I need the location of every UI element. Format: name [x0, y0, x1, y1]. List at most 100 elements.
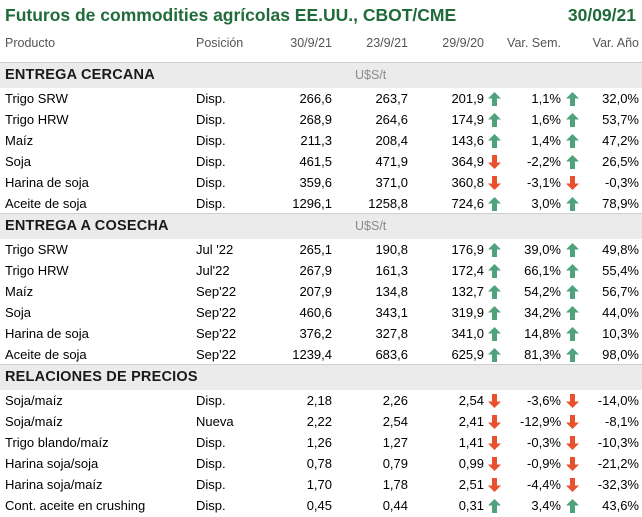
price-29-9-20: 0,99: [458, 456, 484, 471]
var-sem-value: 1,4%: [531, 133, 561, 148]
var-sem-value: 39,0%: [524, 242, 561, 257]
position: Disp.: [196, 133, 226, 148]
header-var-ano: Var. Año: [592, 36, 639, 50]
var-ano-value: -32,3%: [597, 477, 639, 492]
price-23-9-21: 208,4: [375, 133, 408, 148]
var-sem-value: 1,6%: [531, 112, 561, 127]
price-30-9-21: 0,45: [306, 498, 332, 513]
section-title: ENTREGA A COSECHA: [5, 218, 169, 234]
price-23-9-21: 683,6: [375, 347, 408, 362]
price-30-9-21: 376,2: [299, 326, 332, 341]
arrow-up-icon: [566, 113, 579, 127]
var-sem-value: 34,2%: [524, 305, 561, 320]
var-sem-value: 81,3%: [524, 347, 561, 362]
arrow-up-icon: [566, 134, 579, 148]
price-23-9-21: 264,6: [375, 112, 408, 127]
var-sem-value: 1,1%: [531, 91, 561, 106]
position: Disp.: [196, 393, 226, 408]
position: Sep'22: [196, 347, 237, 362]
product-name: Trigo HRW: [5, 112, 69, 127]
price-29-9-20: 625,9: [451, 347, 484, 362]
var-ano-value: 78,9%: [602, 196, 639, 211]
arrow-up-icon: [488, 264, 501, 278]
price-23-9-21: 471,9: [375, 154, 408, 169]
product-name: Harina soja/soja: [5, 456, 99, 471]
price-23-9-21: 0,79: [382, 456, 408, 471]
price-29-9-20: 143,6: [451, 133, 484, 148]
arrow-up-icon: [566, 327, 579, 341]
price-23-9-21: 1,27: [382, 435, 408, 450]
price-29-9-20: 201,9: [451, 91, 484, 106]
arrow-up-icon: [488, 113, 501, 127]
table-row: Trigo HRW Disp. 268,9 264,6 174,9 1,6% 53,7%: [0, 110, 642, 131]
arrow-down-icon: [488, 436, 501, 450]
price-30-9-21: 1239,4: [292, 347, 332, 362]
arrow-up-icon: [488, 348, 501, 362]
section-unit: U$S/t: [355, 68, 387, 82]
price-30-9-21: 265,1: [299, 242, 332, 257]
table-row: Maíz Disp. 211,3 208,4 143,6 1,4% 47,2%: [0, 131, 642, 152]
product-name: Soja: [5, 305, 32, 320]
arrow-down-icon: [566, 394, 579, 408]
price-29-9-20: 172,4: [451, 263, 484, 278]
arrow-up-icon: [566, 285, 579, 299]
arrow-down-icon: [488, 415, 501, 429]
header-posicion: Posición: [196, 36, 244, 50]
price-29-9-20: 364,9: [451, 154, 484, 169]
product-name: Trigo SRW: [5, 91, 68, 106]
price-30-9-21: 461,5: [299, 154, 332, 169]
table-row: Soja Disp. 461,5 471,9 364,9 -2,2% 26,5%: [0, 152, 642, 173]
price-30-9-21: 211,3: [300, 133, 332, 148]
arrow-up-icon: [566, 306, 579, 320]
arrow-up-icon: [566, 243, 579, 257]
product-name: Trigo SRW: [5, 242, 68, 257]
var-sem-value: 66,1%: [524, 263, 561, 278]
price-23-9-21: 343,1: [375, 305, 408, 320]
price-30-9-21: 2,22: [306, 414, 332, 429]
arrow-up-icon: [566, 499, 579, 513]
price-29-9-20: 2,51: [458, 477, 484, 492]
arrow-up-icon: [566, 348, 579, 362]
position: Sep'22: [196, 326, 237, 341]
var-sem-value: 3,0%: [531, 196, 561, 211]
table-row: Soja Sep'22 460,6 343,1 319,9 34,2% 44,0%: [0, 303, 642, 324]
arrow-down-icon: [566, 478, 579, 492]
position: Disp.: [196, 196, 226, 211]
price-30-9-21: 267,9: [299, 263, 332, 278]
var-ano-value: -10,3%: [597, 435, 639, 450]
price-23-9-21: 161,3: [375, 263, 408, 278]
header-var-sem: Var. Sem.: [507, 36, 561, 50]
arrow-down-icon: [488, 394, 501, 408]
price-23-9-21: 134,8: [375, 284, 408, 299]
arrow-up-icon: [488, 306, 501, 320]
arrow-down-icon: [488, 155, 501, 169]
arrow-up-icon: [488, 92, 501, 106]
price-23-9-21: 371,0: [375, 175, 408, 190]
price-23-9-21: 2,54: [382, 414, 408, 429]
product-name: Trigo blando/maíz: [5, 435, 109, 450]
position: Disp.: [196, 91, 226, 106]
arrow-down-icon: [566, 415, 579, 429]
price-23-9-21: 1,78: [382, 477, 408, 492]
product-name: Harina de soja: [5, 175, 89, 190]
header-producto: Producto: [5, 36, 56, 50]
section-header: ENTREGA CERCANA U$S/t: [0, 62, 642, 88]
price-30-9-21: 268,9: [299, 112, 332, 127]
arrow-up-icon: [488, 243, 501, 257]
table-row: Harina de soja Sep'22 376,2 327,8 341,0 14,8%…: [0, 324, 642, 345]
section-unit: U$S/t: [355, 219, 387, 233]
price-29-9-20: 1,41: [458, 435, 484, 450]
var-ano-value: 98,0%: [602, 347, 639, 362]
position: Disp.: [196, 456, 226, 471]
header-date-1: 30/9/21: [290, 36, 332, 50]
var-ano-value: -21,2%: [597, 456, 639, 471]
var-sem-value: -4,4%: [527, 477, 561, 492]
price-29-9-20: 724,6: [451, 196, 484, 211]
price-30-9-21: 1,26: [306, 435, 332, 450]
arrow-up-icon: [488, 327, 501, 341]
section-header: RELACIONES DE PRECIOS: [0, 364, 642, 390]
price-30-9-21: 1,70: [306, 477, 332, 492]
table-row: Trigo SRW Disp. 266,6 263,7 201,9 1,1% 32,0%: [0, 89, 642, 110]
position: Jul '22: [196, 242, 234, 257]
var-ano-value: 49,8%: [602, 242, 639, 257]
